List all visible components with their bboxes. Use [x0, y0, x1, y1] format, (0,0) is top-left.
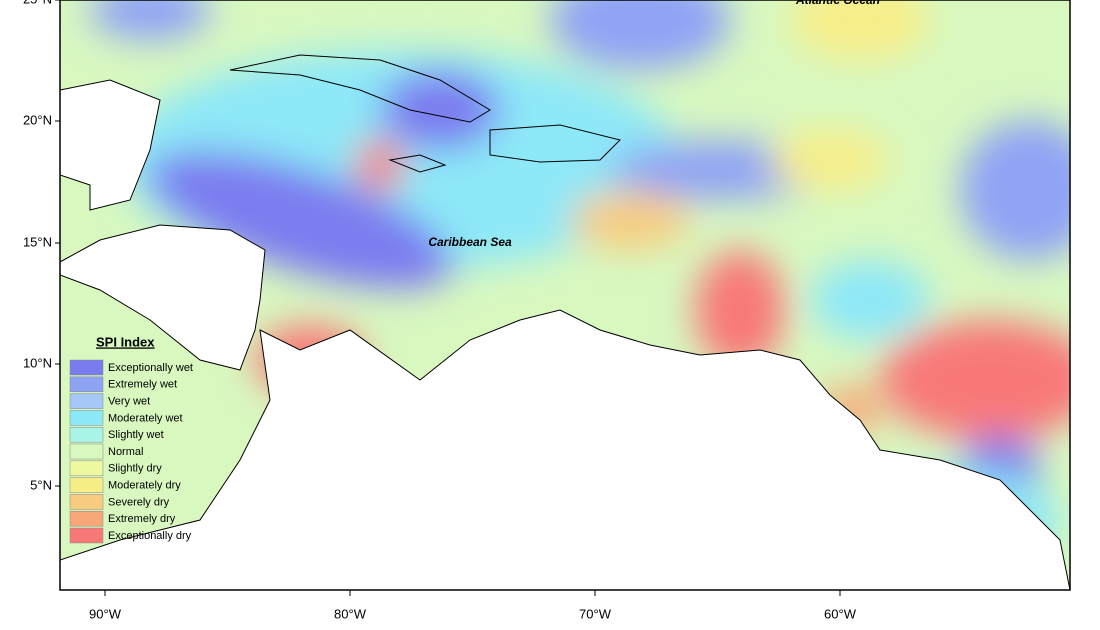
legend-swatch: [69, 527, 104, 544]
latitude-label: 15°N: [23, 234, 52, 249]
longitude-label: 70°W: [579, 606, 612, 621]
legend-item: Slightly dry: [108, 463, 162, 475]
legend-item: Normal: [108, 446, 143, 458]
legend-title: SPI Index: [96, 334, 155, 349]
legend-item: Moderately dry: [108, 480, 181, 492]
legend-swatch: [69, 494, 104, 510]
longitude-label: 60°W: [824, 606, 857, 621]
legend-item: Moderately wet: [108, 412, 183, 424]
legend-item: Extremely wet: [108, 379, 177, 391]
legend-item: Severely dry: [108, 496, 170, 508]
longitude-label: 90°W: [89, 606, 122, 621]
latitude-label: 5°N: [30, 477, 52, 492]
latitude-label: 10°N: [23, 355, 52, 370]
legend-item: Very wet: [108, 396, 150, 408]
place-label: Atlantic Ocean: [795, 0, 880, 7]
map-frame: [59, 0, 1071, 591]
legend-swatch: [69, 443, 104, 460]
place-label: Caribbean Sea: [428, 235, 512, 249]
latitude-label: 25°N: [23, 0, 52, 6]
legend-item: Slightly wet: [108, 429, 164, 441]
legend-swatch: [69, 359, 104, 376]
legend-swatch: [69, 460, 104, 477]
legend-item: Exceptionally dry: [108, 530, 192, 542]
spi-field: [60, 0, 1070, 590]
legend-item: Exceptionally wet: [108, 362, 193, 374]
legend-swatch: [69, 410, 104, 426]
latitude-label: 20°N: [23, 112, 52, 127]
legend-swatch: [69, 376, 104, 393]
legend-item: Extremely dry: [108, 513, 176, 525]
legend-swatch: [69, 477, 104, 493]
legend-swatch: [69, 393, 104, 409]
legend-swatch: [69, 426, 104, 443]
longitude-label: 80°W: [334, 606, 367, 621]
legend-swatch: [69, 510, 104, 527]
